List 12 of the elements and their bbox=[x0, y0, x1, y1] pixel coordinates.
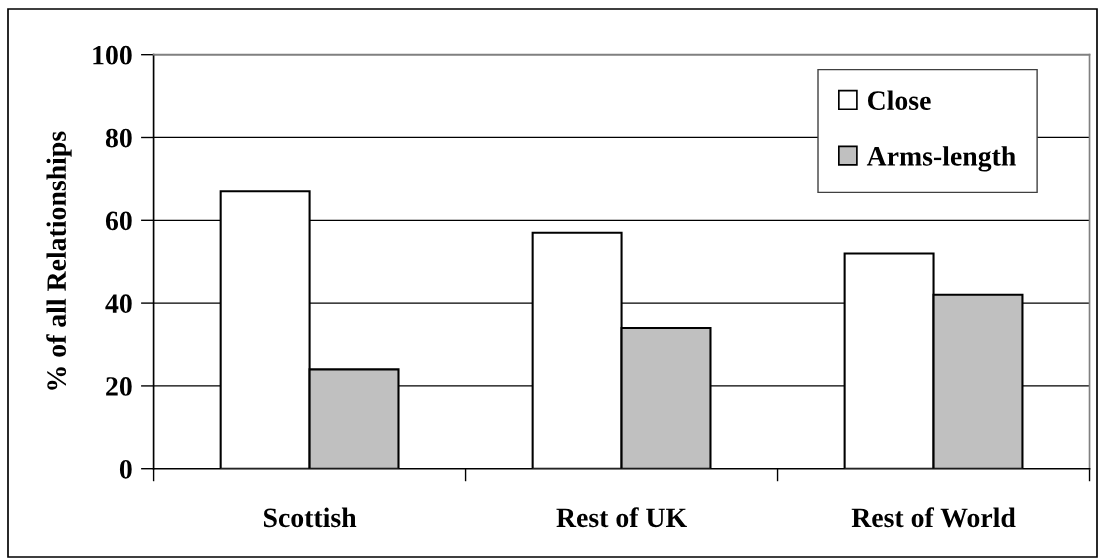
y-tick-label: 20 bbox=[106, 377, 132, 396]
y-tick-label: 40 bbox=[105, 294, 132, 314]
y-tick-label: 0 bbox=[119, 459, 132, 479]
y-tick-label: 80 bbox=[105, 128, 132, 148]
legend-label: Arms-length bbox=[866, 146, 1016, 172]
y-axis-title: % of all Relationships bbox=[46, 131, 72, 390]
x-tick-label: Scottish bbox=[263, 507, 357, 528]
legend-label: Close bbox=[867, 90, 931, 110]
y-tick-label: 60 bbox=[105, 211, 132, 231]
y-tick-label: 100 bbox=[93, 45, 132, 65]
x-tick-label: Rest of UK bbox=[556, 507, 687, 528]
x-tick-label: Rest of World bbox=[851, 507, 1016, 528]
